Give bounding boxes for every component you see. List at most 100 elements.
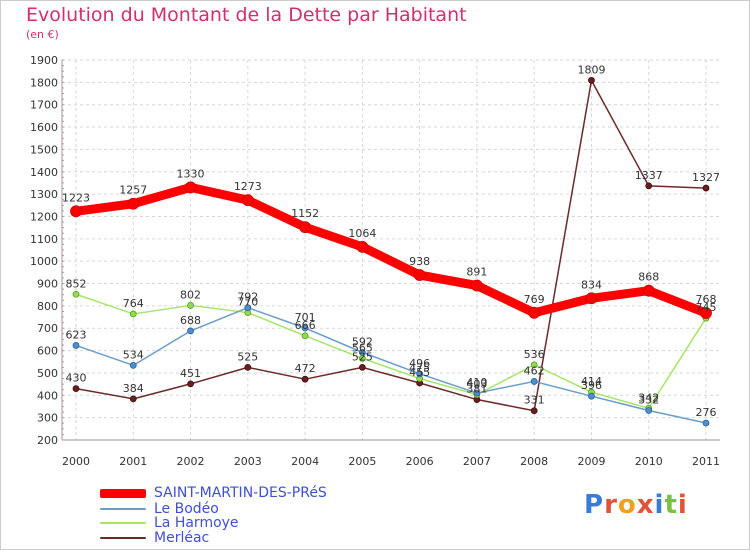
legend-label-la-harmoye: La Harmoye bbox=[154, 515, 239, 531]
data-label-le-bodeo: 534 bbox=[123, 348, 144, 361]
x-tick-label: 2007 bbox=[463, 455, 491, 468]
y-tick-label: 1700 bbox=[30, 99, 58, 112]
data-label-merleac: 525 bbox=[352, 350, 373, 363]
data-point-merleac bbox=[588, 76, 595, 84]
data-label-saint-martin-des-pres: 769 bbox=[524, 293, 545, 306]
data-label-merleac: 451 bbox=[180, 367, 201, 380]
data-point-merleac bbox=[187, 380, 194, 388]
data-point-merleac bbox=[244, 363, 252, 371]
y-tick-label: 1100 bbox=[30, 233, 58, 246]
y-tick-label: 1400 bbox=[30, 166, 58, 179]
y-tick-label: 900 bbox=[37, 278, 58, 291]
logo-letter: o bbox=[617, 490, 637, 520]
y-tick-label: 1200 bbox=[30, 210, 58, 223]
y-tick-label: 1900 bbox=[30, 54, 58, 67]
data-label-merleac: 1327 bbox=[692, 171, 720, 184]
proxiti-logo: Proxiti bbox=[584, 490, 688, 520]
y-tick-label: 1600 bbox=[30, 121, 58, 134]
x-tick-label: 2003 bbox=[234, 455, 262, 468]
data-point-merleac bbox=[645, 182, 653, 190]
data-point-le-bodeo bbox=[702, 419, 710, 427]
x-tick-label: 2004 bbox=[291, 455, 319, 468]
data-point-la-harmoye bbox=[72, 290, 80, 298]
data-label-saint-martin-des-pres: 891 bbox=[466, 266, 487, 279]
x-tick-label: 2006 bbox=[406, 455, 434, 468]
data-point-le-bodeo bbox=[416, 370, 424, 378]
data-label-merleac: 455 bbox=[409, 366, 430, 379]
data-point-saint-martin-des-pres bbox=[356, 240, 369, 253]
data-label-merleac: 472 bbox=[295, 362, 316, 375]
data-point-merleac bbox=[702, 184, 710, 192]
x-tick-label: 2005 bbox=[348, 455, 376, 468]
series-line-le-bodeo bbox=[75, 306, 707, 424]
data-label-merleac: 1809 bbox=[577, 63, 605, 76]
y-tick-label: 1000 bbox=[30, 255, 58, 268]
data-point-la-harmoye bbox=[530, 361, 538, 369]
x-tick-label: 2010 bbox=[635, 455, 663, 468]
data-label-saint-martin-des-pres: 1257 bbox=[119, 184, 147, 197]
data-label-la-harmoye: 802 bbox=[180, 288, 201, 301]
data-label-le-bodeo: 623 bbox=[66, 328, 87, 341]
y-tick-label: 400 bbox=[37, 389, 58, 402]
logo-letter: P bbox=[584, 490, 605, 520]
data-label-saint-martin-des-pres: 1064 bbox=[348, 227, 376, 240]
data-point-merleac bbox=[72, 385, 80, 392]
data-label-merleac: 430 bbox=[66, 372, 87, 385]
data-label-merleac: 381 bbox=[466, 383, 487, 396]
x-tick-label: 2009 bbox=[577, 455, 605, 468]
data-point-merleac bbox=[301, 375, 309, 383]
data-point-le-bodeo bbox=[187, 327, 194, 335]
data-point-merleac bbox=[358, 363, 366, 371]
series-line-saint-martin-des-pres bbox=[71, 182, 711, 318]
data-label-saint-martin-des-pres: 868 bbox=[638, 271, 659, 284]
data-label-merleac: 1337 bbox=[635, 169, 663, 182]
data-label-le-bodeo: 410 bbox=[466, 376, 487, 389]
y-tick-label: 1500 bbox=[30, 143, 58, 156]
data-label-la-harmoye: 565 bbox=[352, 341, 373, 354]
logo-letter: x bbox=[636, 490, 655, 520]
legend-label-le-bodeo: Le Bodéo bbox=[154, 501, 219, 517]
data-label-la-harmoye: 536 bbox=[524, 348, 545, 361]
y-tick-label: 1800 bbox=[30, 76, 58, 89]
legend-item-merleac: Merléac bbox=[100, 530, 209, 546]
data-label-saint-martin-des-pres: 1152 bbox=[291, 207, 319, 220]
data-point-saint-martin-des-pres bbox=[528, 306, 541, 319]
x-tick-label: 2011 bbox=[692, 455, 720, 468]
data-point-le-bodeo bbox=[588, 392, 595, 400]
legend-item-le-bodeo: Le Bodéo bbox=[100, 501, 219, 517]
legend-swatch-la-harmoye bbox=[100, 522, 146, 524]
y-tick-label: 600 bbox=[37, 345, 58, 358]
y-tick-label: 300 bbox=[37, 412, 58, 425]
legend-label-saint-martin: SAINT-MARTIN-DES-PRéS bbox=[154, 485, 327, 501]
data-label-le-bodeo: 688 bbox=[180, 314, 201, 327]
data-point-saint-martin-des-pres bbox=[585, 292, 598, 305]
legend-label-merleac: Merléac bbox=[154, 530, 210, 546]
data-label-saint-martin-des-pres: 834 bbox=[581, 278, 602, 291]
data-point-le-bodeo bbox=[72, 342, 80, 349]
data-point-le-bodeo bbox=[358, 348, 366, 356]
data-label-la-harmoye: 666 bbox=[295, 319, 316, 332]
x-tick-label: 2001 bbox=[119, 455, 147, 468]
x-tick-label: 2008 bbox=[520, 455, 548, 468]
data-label-saint-martin-des-pres: 1223 bbox=[62, 191, 90, 204]
data-point-saint-martin-des-pres bbox=[413, 269, 426, 281]
data-label-le-bodeo: 462 bbox=[524, 364, 545, 377]
data-label-saint-martin-des-pres: 938 bbox=[409, 255, 430, 268]
series-line-la-harmoye bbox=[75, 293, 707, 410]
logo-letter: i bbox=[654, 490, 665, 520]
logo-letter: t bbox=[664, 490, 678, 520]
data-label-la-harmoye: 764 bbox=[123, 297, 144, 310]
x-tick-label: 2000 bbox=[62, 455, 90, 468]
x-tick-label: 2002 bbox=[177, 455, 205, 468]
data-label-le-bodeo: 396 bbox=[581, 379, 602, 392]
data-point-le-bodeo bbox=[301, 324, 309, 332]
legend-item-saint-martin: SAINT-MARTIN-DES-PRéS bbox=[100, 485, 327, 501]
data-label-merleac: 384 bbox=[123, 382, 144, 395]
data-point-le-bodeo bbox=[473, 389, 481, 397]
data-label-saint-martin-des-pres: 768 bbox=[696, 293, 717, 306]
data-point-saint-martin-des-pres bbox=[70, 205, 82, 218]
logo-letter: r bbox=[604, 490, 618, 520]
data-label-le-bodeo: 276 bbox=[696, 406, 717, 419]
data-point-le-bodeo bbox=[244, 304, 252, 312]
legend-swatch-saint-martin bbox=[100, 488, 146, 498]
